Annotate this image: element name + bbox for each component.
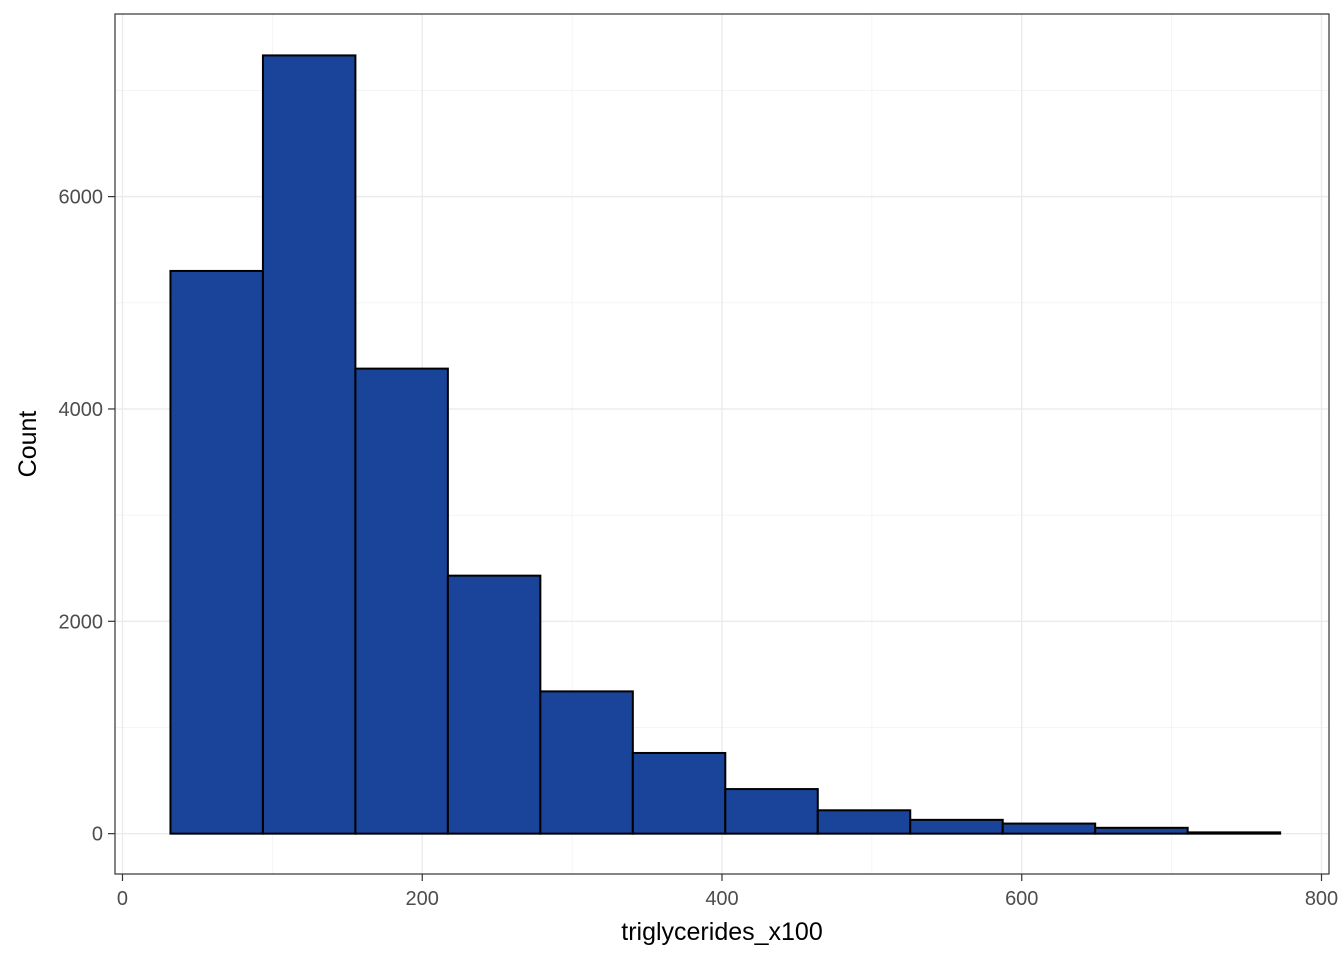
histogram-bar-10 bbox=[1001, 822, 1097, 835]
x-tick-label: 800 bbox=[1305, 888, 1338, 910]
histogram-bar-1 bbox=[169, 269, 264, 835]
histogram-bar-7 bbox=[724, 788, 819, 835]
histogram-bar-5 bbox=[539, 690, 634, 835]
y-tick-label: 4000 bbox=[59, 399, 104, 421]
histogram-bar-11 bbox=[1094, 826, 1189, 835]
y-tick-label: 2000 bbox=[59, 611, 104, 633]
histogram-bar-9 bbox=[909, 818, 1004, 835]
histogram-bar-2 bbox=[261, 54, 357, 835]
x-axis-title: triglycerides_x100 bbox=[621, 918, 823, 946]
histogram-bar-12 bbox=[1186, 831, 1282, 835]
y-axis: 0 2000 4000 6000 bbox=[59, 187, 115, 846]
x-axis: 0 200 400 600 800 bbox=[117, 874, 1338, 910]
histogram-bar-8 bbox=[816, 809, 912, 835]
y-tick-label: 6000 bbox=[59, 187, 104, 209]
x-tick-label: 0 bbox=[117, 888, 128, 910]
x-tick-label: 200 bbox=[406, 888, 439, 910]
histogram-bar-6 bbox=[631, 751, 727, 835]
histogram-bars bbox=[169, 54, 1282, 835]
x-tick-label: 400 bbox=[705, 888, 738, 910]
y-axis-title: Count bbox=[14, 411, 42, 478]
y-tick-label: 0 bbox=[92, 824, 103, 846]
histogram-bar-4 bbox=[446, 574, 542, 835]
histogram-bar-3 bbox=[354, 367, 449, 835]
x-tick-label: 600 bbox=[1005, 888, 1038, 910]
plot-panel bbox=[114, 13, 1330, 875]
